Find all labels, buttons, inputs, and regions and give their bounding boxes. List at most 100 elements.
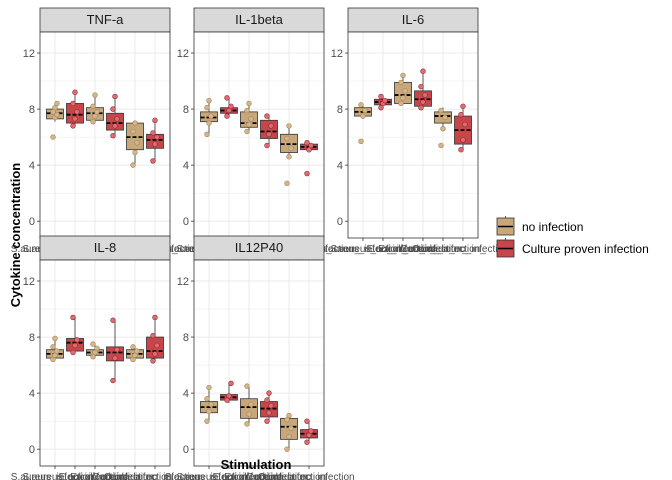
data-point (208, 401, 214, 408)
data-point (458, 147, 464, 153)
x-tick-label: S.aureus_infection_ (165, 472, 254, 480)
box (260, 113, 278, 149)
data-point (154, 134, 160, 140)
data-point (130, 128, 136, 135)
box (300, 140, 318, 177)
data-point (150, 158, 156, 164)
data-point (150, 358, 156, 364)
x-tick-label: S.aureus_no_infection_ (330, 244, 436, 255)
data-point (152, 314, 158, 321)
x-tick-label: S.aureus_no_infection_ (176, 472, 282, 480)
data-point (50, 134, 56, 140)
x-tick-label: Candida_infection_ (92, 472, 178, 480)
box (280, 412, 298, 452)
x-tick-label: S.aureus_infection_ (11, 472, 100, 480)
data-point (206, 97, 212, 104)
data-point (72, 89, 78, 95)
legend: no infection Culture proven infection (496, 216, 649, 258)
data-point (204, 396, 210, 402)
data-point (112, 93, 118, 100)
data-point (150, 130, 156, 136)
data-point (266, 390, 272, 396)
x-tick-label: E.coli_no_infection_ (70, 472, 160, 480)
y-tick-label: 12 (177, 48, 189, 60)
data-point (70, 314, 76, 321)
data-point (304, 439, 310, 445)
data-point (246, 411, 252, 417)
x-tick-label: E.coli_infection_ (367, 244, 440, 255)
y-tick-label: 0 (183, 444, 189, 456)
data-point (204, 104, 210, 111)
data-point (288, 425, 294, 431)
data-point (308, 142, 314, 149)
data-point (442, 114, 448, 121)
y-tick-label: 8 (29, 104, 35, 116)
x-tick-label: Candida_infection_ (246, 472, 332, 480)
data-point (288, 145, 294, 152)
data-point (246, 100, 252, 107)
data-point (114, 116, 120, 122)
data-point (244, 383, 250, 389)
data-point (52, 335, 58, 342)
data-point (224, 113, 230, 119)
box (354, 102, 372, 145)
x-tick-label: E.coli_infection_ (213, 472, 286, 480)
data-point (244, 107, 250, 114)
box (374, 93, 392, 111)
y-tick-label: 0 (183, 216, 189, 228)
y-tick-label: 4 (337, 160, 343, 172)
data-point (204, 131, 210, 137)
y-tick-label: 12 (331, 48, 343, 60)
box (260, 390, 278, 424)
data-point (358, 138, 364, 145)
data-point (362, 107, 368, 114)
y-tick-label: 8 (183, 104, 189, 116)
box (220, 95, 238, 119)
data-point (268, 403, 274, 409)
data-point (460, 137, 466, 143)
data-point (418, 83, 424, 90)
facet-panel: IL-1beta04812S.aureus_infection_S.aureus… (165, 7, 361, 255)
y-tick-label: 8 (337, 104, 343, 116)
data-point (268, 123, 274, 129)
data-point (246, 121, 252, 128)
data-point (284, 446, 290, 452)
data-point (308, 428, 314, 434)
data-point (110, 106, 116, 112)
facet-panel: TNF-a04812S.aureus_infection_S.aureus_no… (11, 7, 207, 255)
data-point (130, 344, 136, 350)
box (394, 72, 412, 107)
data-point (154, 342, 160, 349)
data-point (266, 131, 272, 137)
data-point (90, 118, 96, 125)
data-point (286, 433, 292, 440)
data-point (150, 332, 156, 339)
data-point (228, 103, 234, 109)
x-tick-label: Candida_infection_ (400, 244, 486, 255)
facet-strip (193, 235, 325, 261)
box (300, 418, 318, 445)
data-point (286, 154, 292, 160)
data-point (440, 125, 446, 132)
data-point (244, 128, 250, 135)
data-point (458, 111, 464, 118)
data-point (398, 100, 404, 107)
data-point (420, 68, 426, 74)
data-point (304, 418, 310, 424)
box (66, 89, 84, 129)
data-point (226, 393, 232, 399)
data-point (94, 109, 100, 115)
box (414, 68, 432, 111)
data-point (438, 107, 444, 114)
box (240, 100, 258, 135)
facet-strip (39, 7, 171, 33)
data-point (244, 421, 250, 427)
data-point (204, 418, 210, 424)
box (46, 100, 64, 140)
data-point (152, 117, 158, 123)
legend-item: no infection (496, 216, 583, 236)
data-point (438, 142, 444, 149)
box (434, 107, 452, 149)
box (86, 92, 104, 125)
data-point (206, 408, 212, 415)
